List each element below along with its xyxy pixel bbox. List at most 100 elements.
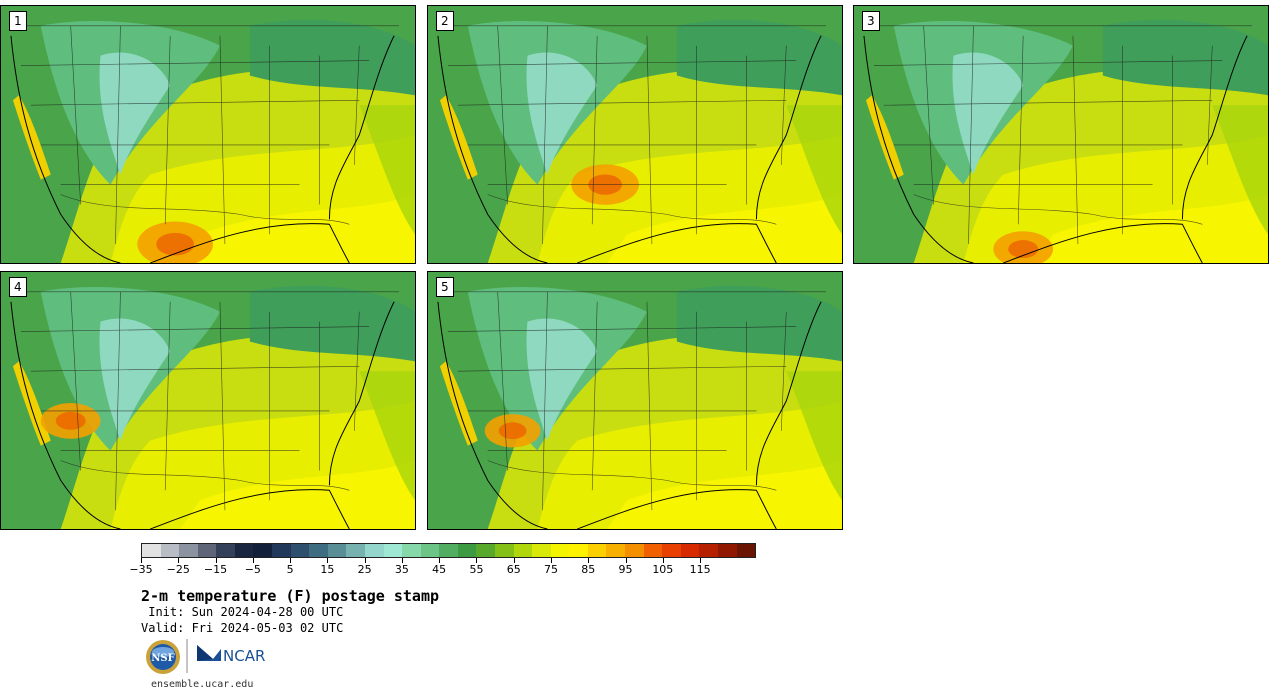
nsf-ncar-logo: NSF NCAR <box>146 639 265 674</box>
temperature-map <box>1 6 415 263</box>
gulf-warm-region <box>607 460 842 529</box>
colorbar-tick-label: −15 <box>203 563 228 576</box>
colorbar-bin <box>606 544 626 557</box>
colorbar-tick-label: 5 <box>286 563 294 576</box>
colorbar-tick <box>252 558 254 563</box>
colorbar-bin <box>142 544 161 557</box>
colorbar-tick-labels: −35 −25 −15 −5 5 15 25 35 45 55 65 75 85 95 105 115 <box>129 558 756 578</box>
colorbar-bin <box>309 544 328 557</box>
gulf-warm-region <box>180 460 415 529</box>
colorbar-bin <box>327 544 347 557</box>
gulf-warm-region <box>607 194 842 263</box>
colorbar-tick <box>178 558 180 563</box>
colorbar-tick-label: 35 <box>394 563 409 576</box>
ncar-logo-icon: NCAR <box>197 645 265 665</box>
nsf-logo-icon: NSF <box>146 640 180 674</box>
northeast-region <box>676 285 842 362</box>
colorbar-tick-label: 65 <box>506 563 521 576</box>
state-borders <box>873 25 1253 245</box>
svg-text:NCAR: NCAR <box>223 647 265 665</box>
coastline <box>10 301 395 529</box>
colorbar-tick <box>439 558 441 563</box>
ensemble-member-map-2: 2 <box>427 5 843 264</box>
colorbar-bin <box>717 544 737 557</box>
cold-mountain-region <box>526 318 598 441</box>
colorbar-tick <box>625 558 627 563</box>
temperature-colorbar <box>141 543 756 558</box>
colorbar-tick <box>476 558 478 563</box>
atlantic-region <box>359 105 415 235</box>
coastline <box>437 301 822 529</box>
colorbar-bin <box>680 544 700 557</box>
colorbar-bin <box>234 544 254 557</box>
colorbar-bin <box>346 544 365 557</box>
colorbar-tick-label: 45 <box>432 563 447 576</box>
coastline <box>437 35 822 263</box>
colorbar-tick <box>364 558 366 563</box>
cold-mountain-region <box>526 52 598 175</box>
colorbar-bin <box>420 544 440 557</box>
coast-warm-streak <box>12 95 51 180</box>
colorbar-tick-label: −5 <box>244 563 261 576</box>
member-label: 4 <box>9 277 27 297</box>
colorbar-bin <box>736 544 756 557</box>
northeast-region <box>249 285 415 362</box>
ensemble-member-map-5: 5 <box>427 271 843 530</box>
svg-text:NSF: NSF <box>151 653 174 664</box>
state-borders <box>447 291 827 511</box>
northeast-region <box>249 19 415 96</box>
colorbar-tick <box>215 558 217 563</box>
member-label: 5 <box>436 277 454 297</box>
colorbar-bin <box>569 544 588 557</box>
member-label: 1 <box>9 11 27 31</box>
colorbar-tick <box>141 558 142 563</box>
colorbar-tick-label: 75 <box>544 563 558 576</box>
atlantic-region <box>1212 105 1268 235</box>
colorbar-tick-label: 95 <box>618 563 633 576</box>
coastline <box>10 35 395 263</box>
colorbar-tick <box>588 558 590 563</box>
cold-mountain-region <box>99 318 171 441</box>
hottest-spot <box>156 232 195 256</box>
colorbar-bin <box>662 544 681 557</box>
hottest-spot <box>1008 240 1039 259</box>
colorbar-tick <box>551 558 552 563</box>
colorbar-tick-label: 105 <box>652 563 674 576</box>
colorbar-bin <box>160 544 180 557</box>
colorbar-bin <box>216 544 235 557</box>
coast-warm-streak <box>865 95 904 180</box>
colorbar-tick-label: 115 <box>689 563 711 576</box>
colorbar-bin <box>550 544 570 557</box>
hottest-spot <box>55 411 86 430</box>
colorbar-bin <box>457 544 477 557</box>
coast-warm-streak <box>439 95 478 180</box>
colorbar-bin <box>625 544 644 557</box>
colorbar-tick <box>401 558 403 563</box>
cold-mountain-region <box>952 52 1024 175</box>
atlantic-region <box>786 105 842 235</box>
gulf-warm-region <box>180 194 415 263</box>
colorbar-bin <box>383 544 403 557</box>
state-borders <box>20 291 400 511</box>
colorbar-tick-label: 25 <box>357 563 372 576</box>
colorbar-bin <box>179 544 198 557</box>
colorbar-bin <box>476 544 495 557</box>
colorbar-tick-label: −35 <box>129 563 153 576</box>
member-label: 3 <box>862 11 880 31</box>
atlantic-region <box>359 371 415 501</box>
state-borders <box>447 25 827 245</box>
ensemble-member-map-3: 3 <box>853 5 1269 264</box>
cold-mountain-region <box>99 52 171 175</box>
state-borders <box>20 25 400 245</box>
northeast-region <box>676 19 842 96</box>
footer-url[interactable]: ensemble.ucar.edu <box>151 679 254 690</box>
colorbar-tick-label: 15 <box>320 563 335 576</box>
colorbar-bin <box>532 544 551 557</box>
colorbar-bin <box>253 544 273 557</box>
temperature-map <box>428 272 842 529</box>
colorbar-bin <box>587 544 607 557</box>
temperature-map <box>854 6 1268 263</box>
hottest-spot <box>498 422 527 440</box>
coastline <box>863 35 1248 263</box>
northeast-region <box>1102 19 1268 96</box>
